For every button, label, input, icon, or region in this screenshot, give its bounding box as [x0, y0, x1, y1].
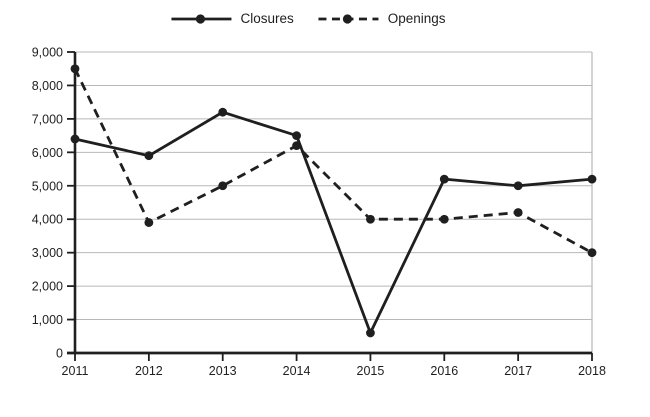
openings-point-2012	[144, 218, 154, 227]
y-tick-label: 8,000	[32, 79, 63, 93]
openings-series-line	[73, 68, 593, 254]
y-tick-label: 9,000	[32, 46, 63, 60]
y-tick-label: 0	[56, 347, 63, 361]
legend-item-openings: Openings	[318, 11, 446, 26]
closures-point-2013	[218, 107, 228, 117]
y-tick-label: 4,000	[32, 213, 63, 227]
openings-point-2014	[292, 141, 301, 151]
legend: Closures Openings	[170, 11, 446, 26]
openings-point-2018	[587, 248, 597, 258]
legend-item-closures: Closures	[170, 11, 294, 26]
y-tick-label: 3,000	[32, 246, 63, 260]
closures-point-2014	[292, 131, 301, 141]
closures-point-2011	[70, 134, 80, 144]
openings-point-2013	[218, 181, 228, 191]
x-tick-label: 2016	[430, 364, 458, 378]
x-tick-label: 2018	[578, 364, 606, 378]
openings-point-2017	[513, 208, 523, 217]
openings-point-2011	[70, 64, 80, 74]
x-tick-label: 2014	[283, 364, 311, 378]
closures-series-line	[74, 110, 593, 337]
y-tick-label: 5,000	[32, 179, 63, 193]
openings-point-2016	[439, 214, 449, 224]
x-tick-label: 2017	[504, 364, 532, 378]
x-tick-label: 2011	[62, 364, 89, 378]
y-tick-label: 2,000	[32, 280, 63, 294]
x-tick-label: 2013	[209, 364, 237, 378]
closures-point-2017	[513, 181, 523, 191]
closures-solid-line-icon	[170, 12, 232, 26]
y-tick-label: 7,000	[32, 112, 63, 126]
closures-point-2015	[366, 328, 375, 338]
x-tick-label: 2012	[135, 364, 163, 378]
legend-label-closures: Closures	[240, 11, 294, 26]
x-tick-label: 2015	[357, 364, 385, 378]
openings-dashed-line-icon	[318, 12, 380, 26]
closures-point-2018	[587, 174, 597, 184]
y-tick-label: 1,000	[32, 313, 63, 327]
y-tick-label: 6,000	[32, 146, 63, 160]
openings-point-2015	[366, 214, 375, 224]
closures-point-2016	[439, 174, 449, 184]
legend-label-openings: Openings	[387, 11, 446, 26]
closures-point-2012	[144, 151, 154, 161]
